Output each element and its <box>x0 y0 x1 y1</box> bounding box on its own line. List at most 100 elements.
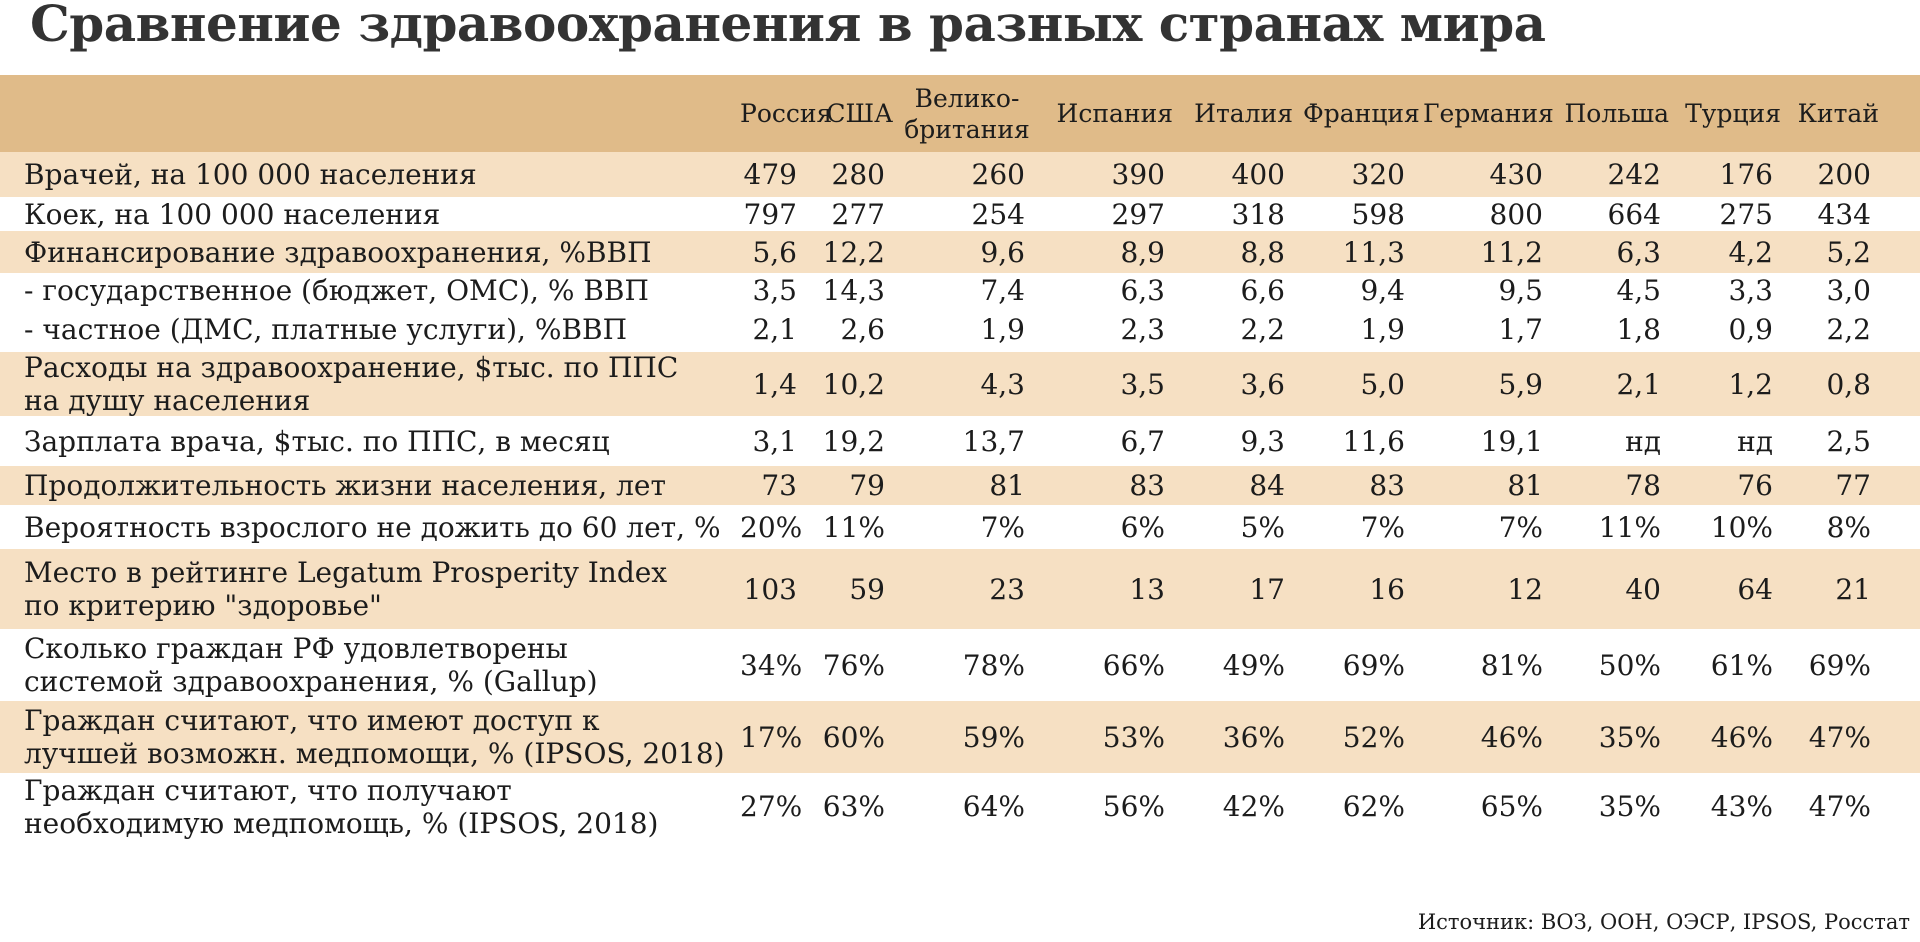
table-cell: 3,5 <box>1120 367 1165 401</box>
table-header: Россия США Велико-британия Испания Италия Фра… <box>0 75 1920 152</box>
table-cell: 19,2 <box>822 424 885 458</box>
table-cell: 35% <box>1598 720 1661 754</box>
table-cell: 2,1 <box>1616 367 1661 401</box>
table-cell: 81 <box>989 469 1025 502</box>
table-cell: 52% <box>1342 720 1405 754</box>
table-cell: 277 <box>831 197 885 231</box>
table-cell: 34% <box>740 648 803 682</box>
table-cell: 254 <box>971 197 1025 231</box>
table-cell: 59 <box>849 572 885 606</box>
row-label: - частное (ДМС, платные услуги), %ВВП <box>0 313 740 346</box>
table-cell: 3,3 <box>1728 273 1773 307</box>
table-cell: 14,3 <box>822 273 885 307</box>
table-cell: 1,8 <box>1616 313 1661 346</box>
table-cell: 5,6 <box>752 235 797 269</box>
row-label: Граждан считают, что получают необходимую… <box>0 774 740 840</box>
table-row: Вероятность взрослого не дожить до 60 ле… <box>0 505 1920 549</box>
table-row: Коек, на 100 000 населения 797 277 254 297 31… <box>0 197 1920 231</box>
table-cell: 73 <box>761 469 797 502</box>
table-cell: 19,1 <box>1480 424 1543 458</box>
table-cell: 35% <box>1598 790 1661 823</box>
table-row: Врачей, на 100 000 населения 479 280 260 390… <box>0 152 1920 197</box>
table-cell: 1,2 <box>1728 367 1773 401</box>
table-cell: 50% <box>1598 648 1661 682</box>
table-cell: 53% <box>1102 720 1165 754</box>
table-cell: 0,9 <box>1728 313 1773 346</box>
row-label: Вероятность взрослого не дожить до 60 ле… <box>0 511 740 544</box>
table-cell: 46% <box>1480 720 1543 754</box>
column-header-line: британия <box>904 114 1030 144</box>
table-cell: 11,2 <box>1480 235 1543 269</box>
table-row: Место в рейтинге Legatum Prosperity Inde… <box>0 549 1920 629</box>
row-label-line: Место в рейтинге Legatum Prosperity Inde… <box>24 556 668 589</box>
table-cell: 10,2 <box>822 367 885 401</box>
table-cell: 64 <box>1737 572 1773 606</box>
table-cell: 40 <box>1625 572 1661 606</box>
column-header: Велико-британия <box>903 83 1043 145</box>
table-cell: 65% <box>1480 790 1543 823</box>
column-header-line: США <box>826 99 893 128</box>
table-row: Расходы на здравоохранение, $тыс. по ППС… <box>0 351 1920 417</box>
table-cell: 9,3 <box>1240 424 1285 458</box>
table-cell: 83 <box>1369 469 1405 502</box>
row-label: Финансирование здравоохранения, %ВВП <box>0 236 740 269</box>
table-cell: 11,6 <box>1342 424 1405 458</box>
row-label: Граждан считают, что имеют доступ к лучше… <box>0 704 740 770</box>
table-cell: 9,5 <box>1498 273 1543 307</box>
row-label-line: по критерию "здоровье" <box>24 589 382 622</box>
table-cell: 7% <box>1360 510 1405 544</box>
table-row: - частное (ДМС, платные услуги), %ВВП 2,1… <box>0 307 1920 352</box>
table-cell: 49% <box>1222 648 1285 682</box>
table-cell: 69% <box>1808 648 1871 682</box>
table-row: Зарплата врача, $тыс. по ППС, в месяц 3,1… <box>0 416 1920 466</box>
table-cell: 27% <box>740 790 803 823</box>
table-cell: 3,6 <box>1240 367 1285 401</box>
table-cell: 797 <box>743 197 797 231</box>
table-row: - государственное (бюджет, ОМС), % ВВП 3,… <box>0 273 1920 307</box>
table-cell: 2,5 <box>1826 424 1871 458</box>
table-cell: 200 <box>1817 158 1871 191</box>
table-cell: 11% <box>1598 510 1661 544</box>
table-cell: 1,9 <box>980 313 1025 346</box>
table-cell: 2,2 <box>1240 313 1285 346</box>
row-label: - государственное (бюджет, ОМС), % ВВП <box>0 274 740 307</box>
column-header: Италия <box>1183 98 1303 129</box>
column-header-line: Франция <box>1303 99 1420 128</box>
table-cell: 47% <box>1808 790 1871 823</box>
table-cell: 76% <box>822 648 885 682</box>
table-cell: 78% <box>962 648 1025 682</box>
row-label: Расходы на здравоохранение, $тыс. по ППС… <box>0 351 740 417</box>
table-cell: 81% <box>1480 648 1543 682</box>
table-cell: 64% <box>962 790 1025 823</box>
table-cell: 4,2 <box>1728 235 1773 269</box>
table-cell: 3,5 <box>752 273 797 307</box>
table-row: Граждан считают, что получают необходимую… <box>0 773 1920 840</box>
column-header: Китай <box>1791 98 1889 129</box>
table-cell: нд <box>1737 424 1773 458</box>
table-cell: 1,7 <box>1498 313 1543 346</box>
table-cell: 23 <box>989 572 1025 606</box>
table-cell: 16 <box>1369 572 1405 606</box>
table-cell: 83 <box>1129 469 1165 502</box>
table-cell: 2,1 <box>752 313 797 346</box>
row-label-line: Сколько граждан РФ удовлетворены <box>24 632 568 665</box>
table-cell: 66% <box>1102 648 1165 682</box>
table-cell: 77 <box>1835 469 1871 502</box>
table-cell: 8% <box>1826 510 1871 544</box>
column-header: Испания <box>1043 98 1183 129</box>
table-cell: 275 <box>1719 197 1773 231</box>
table-cell: 280 <box>831 158 885 191</box>
table-cell: 46% <box>1710 720 1773 754</box>
column-header-line: Польша <box>1564 99 1670 128</box>
row-label-line: Врачей, на 100 000 населения <box>24 158 477 191</box>
table-cell: 297 <box>1111 197 1165 231</box>
column-header-line: Турция <box>1685 99 1781 128</box>
table-cell: 5,2 <box>1826 235 1871 269</box>
table-cell: 47% <box>1808 720 1871 754</box>
column-header-line: Россия <box>740 99 833 128</box>
column-header: Германия <box>1423 98 1561 129</box>
table-cell: 103 <box>743 572 797 606</box>
page-title: Сравнение здравоохранения в разных стран… <box>30 0 1546 53</box>
table-cell: 4,5 <box>1616 273 1661 307</box>
table-cell: 9,4 <box>1360 273 1405 307</box>
